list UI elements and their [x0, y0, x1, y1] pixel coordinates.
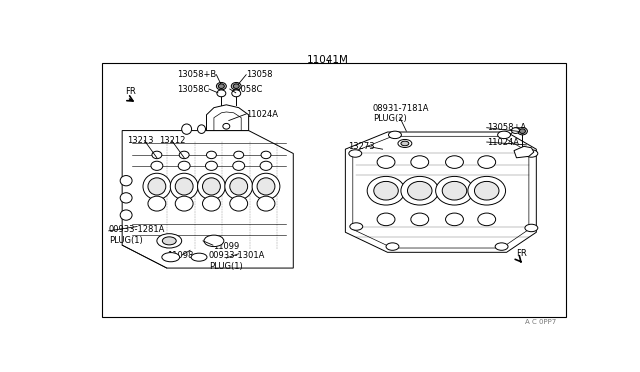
Ellipse shape [401, 176, 438, 205]
Ellipse shape [495, 243, 508, 250]
Text: 11099: 11099 [213, 242, 239, 251]
Ellipse shape [205, 161, 218, 170]
Ellipse shape [179, 151, 189, 158]
Ellipse shape [151, 161, 163, 170]
Bar [102, 63, 566, 317]
Text: 13058C: 13058C [230, 84, 262, 93]
Text: 11024A: 11024A [246, 110, 278, 119]
Ellipse shape [478, 156, 495, 169]
Ellipse shape [152, 151, 162, 158]
Ellipse shape [223, 124, 230, 129]
Ellipse shape [442, 182, 467, 200]
Polygon shape [122, 131, 293, 268]
Ellipse shape [233, 161, 244, 170]
Text: 00933-1281A
PLUG(1): 00933-1281A PLUG(1) [109, 225, 165, 245]
Text: 11098: 11098 [167, 251, 193, 260]
Ellipse shape [257, 178, 275, 195]
Ellipse shape [445, 156, 463, 169]
Text: 13058C: 13058C [177, 84, 209, 93]
Ellipse shape [478, 213, 495, 226]
Text: 13212: 13212 [159, 136, 186, 145]
Text: 08931-7181A
PLUG(2): 08931-7181A PLUG(2) [372, 104, 429, 123]
Ellipse shape [225, 173, 253, 200]
Text: A C 0PP7: A C 0PP7 [525, 319, 556, 325]
Ellipse shape [120, 176, 132, 186]
Ellipse shape [182, 124, 191, 134]
Ellipse shape [233, 84, 239, 89]
Text: 13273: 13273 [348, 142, 374, 151]
Ellipse shape [230, 196, 248, 211]
Ellipse shape [163, 237, 176, 245]
Ellipse shape [260, 161, 272, 170]
Ellipse shape [349, 150, 362, 157]
Ellipse shape [388, 131, 401, 139]
Ellipse shape [436, 176, 474, 205]
Ellipse shape [148, 178, 166, 195]
Ellipse shape [120, 210, 132, 220]
Ellipse shape [143, 173, 171, 200]
Ellipse shape [367, 176, 405, 205]
Ellipse shape [231, 83, 241, 90]
Polygon shape [514, 146, 534, 158]
Ellipse shape [350, 223, 363, 230]
Ellipse shape [216, 83, 227, 90]
Polygon shape [207, 105, 249, 131]
Ellipse shape [468, 176, 506, 205]
Ellipse shape [474, 182, 499, 200]
Ellipse shape [401, 141, 409, 146]
Text: 13058+A: 13058+A [486, 123, 526, 132]
Ellipse shape [207, 151, 216, 158]
Ellipse shape [520, 129, 525, 134]
Ellipse shape [408, 182, 432, 200]
Ellipse shape [411, 213, 429, 226]
Text: FR: FR [125, 87, 136, 96]
Ellipse shape [411, 156, 429, 169]
Ellipse shape [398, 140, 412, 147]
Text: 11024A: 11024A [486, 138, 519, 147]
Ellipse shape [162, 253, 180, 262]
Ellipse shape [377, 156, 395, 169]
Ellipse shape [232, 90, 241, 97]
Ellipse shape [234, 151, 244, 158]
Ellipse shape [198, 173, 225, 200]
Ellipse shape [218, 84, 225, 89]
Ellipse shape [157, 234, 182, 248]
Ellipse shape [518, 128, 527, 135]
Ellipse shape [217, 90, 226, 97]
Ellipse shape [170, 173, 198, 200]
Ellipse shape [498, 131, 511, 139]
Ellipse shape [204, 235, 224, 247]
Text: 00933-1301A
PLUG(1): 00933-1301A PLUG(1) [209, 251, 266, 270]
Ellipse shape [202, 178, 220, 195]
Ellipse shape [252, 173, 280, 200]
Ellipse shape [120, 193, 132, 203]
Ellipse shape [386, 243, 399, 250]
Ellipse shape [374, 182, 398, 200]
Ellipse shape [178, 161, 190, 170]
Text: 11041M: 11041M [307, 55, 349, 65]
Ellipse shape [261, 151, 271, 158]
Text: 13058: 13058 [246, 70, 273, 79]
Ellipse shape [175, 196, 193, 211]
Ellipse shape [230, 178, 248, 195]
Polygon shape [353, 136, 529, 248]
Ellipse shape [445, 213, 463, 226]
Polygon shape [346, 132, 536, 252]
Ellipse shape [525, 150, 538, 157]
Ellipse shape [377, 213, 395, 226]
Text: 13058+B: 13058+B [177, 70, 216, 79]
Ellipse shape [175, 178, 193, 195]
Ellipse shape [525, 224, 538, 232]
Ellipse shape [257, 196, 275, 211]
Ellipse shape [202, 196, 220, 211]
Ellipse shape [511, 128, 520, 134]
Text: 13213: 13213 [127, 136, 154, 145]
Ellipse shape [198, 125, 205, 134]
Ellipse shape [148, 196, 166, 211]
Text: FR: FR [516, 249, 527, 258]
Ellipse shape [191, 253, 207, 261]
